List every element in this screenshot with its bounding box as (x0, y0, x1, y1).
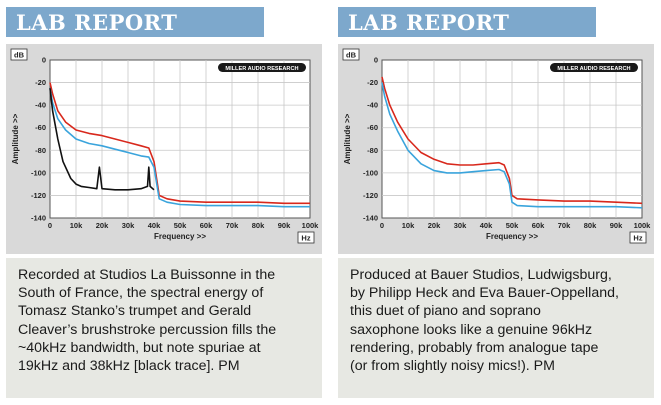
series-line (381, 82, 643, 209)
series-line (49, 82, 310, 205)
spectrum-chart-left: 0 10k 20k 30k 40k 50k 60k 70k 80k 90k 100k 0 -20 -40 -… (6, 44, 322, 254)
panel-header-text: LAB REPORT (348, 10, 510, 35)
x-tick-label: 10k (70, 221, 83, 230)
lab-report-panel-right: LAB REPORT 0 10k 20k 30k 40k 50k 60k 70k 80k 90k 1… (332, 0, 654, 405)
y-tick-label: -140 (31, 214, 46, 223)
series-line (49, 88, 155, 191)
y-tick-label: -100 (363, 168, 378, 177)
x-tick-label: 90k (610, 221, 623, 230)
y-tick-label: -20 (35, 78, 46, 87)
x-tick-label: 60k (200, 221, 213, 230)
y-tick-label: -60 (35, 123, 46, 132)
panel-header: LAB REPORT (338, 7, 596, 37)
y-tick-label: -80 (367, 146, 378, 155)
y-unit-label: dB (346, 51, 357, 60)
x-tick-label: 40k (480, 221, 493, 230)
caption-line: ~40kHz bandwidth, but note spuriae at (18, 339, 261, 356)
y-tick-label: -120 (31, 191, 46, 200)
caption-line: South of France, the spectral energy of (18, 285, 264, 302)
series-line (381, 76, 643, 205)
x-tick-label: 80k (252, 221, 265, 230)
caption-line: Produced at Bauer Studios, Ludwigsburg, (350, 267, 612, 283)
x-tick-label: 80k (584, 221, 597, 230)
y-tick-label: 0 (42, 56, 46, 65)
x-tick-label: 70k (226, 221, 239, 230)
x-tick-label: 60k (532, 221, 545, 230)
logo-badge (550, 63, 638, 72)
y-tick-label: -80 (35, 146, 46, 155)
x-tick-label: 0 (380, 221, 384, 230)
series-line (49, 88, 310, 208)
x-axis-label: Frequency >> (154, 232, 206, 241)
x-tick-label: 70k (558, 221, 571, 230)
caption-line: saxophone looks like a genuine 96kHz (350, 321, 593, 338)
x-tick-label: 50k (506, 221, 519, 230)
x-axis-label: Frequency >> (486, 232, 538, 241)
x-tick-label: 100k (634, 221, 652, 230)
y-axis-label: Amplitude >> (11, 113, 20, 164)
y-tick-label: -60 (367, 123, 378, 132)
caption-box: Produced at Bauer Studios, Ludwigsburg, … (338, 258, 654, 398)
y-tick-label: -40 (367, 101, 378, 110)
x-tick-label: 30k (454, 221, 467, 230)
y-unit-label: dB (14, 51, 25, 60)
caption-text: Recorded at Studios La Buissonne in the … (18, 266, 318, 375)
y-axis-label: Amplitude >> (343, 113, 352, 164)
logo-badge (218, 63, 306, 72)
y-tick-label: 0 (374, 56, 378, 65)
spectrum-chart-svg: 0 10k 20k 30k 40k 50k 60k 70k 80k 90k 100k 0 -20 -40 -… (10, 48, 320, 244)
caption-line: this duet of piano and soprano (350, 303, 541, 320)
x-unit-box (297, 231, 315, 244)
x-unit-label: Hz (633, 234, 642, 243)
panel-header: LAB REPORT (6, 7, 264, 37)
x-tick-label: 100k (302, 221, 320, 230)
logo-text: MILLER AUDIO RESEARCH (557, 66, 630, 72)
caption-line: rendering, probably from analogue tape (350, 339, 599, 356)
caption-box: Recorded at Studios La Buissonne in the … (6, 258, 322, 398)
caption-line: Tomasz Stanko’s trumpet and Gerald (18, 303, 252, 320)
lab-report-panel-left: LAB REPORT 0 10k 20k 30k 40k 50k 60k 70k 80k 90k 1… (0, 0, 322, 405)
spectrum-chart-right: 0 10k 20k 30k 40k 50k 60k 70k 80k 90k 100k 0 -20 -40 -… (338, 44, 654, 254)
logo-text: MILLER AUDIO RESEARCH (225, 66, 298, 72)
x-tick-label: 90k (278, 221, 291, 230)
y-unit-box (342, 48, 360, 61)
y-tick-label: -20 (367, 78, 378, 87)
x-tick-label: 30k (122, 221, 135, 230)
caption-line: Cleaver’s brushstroke percussion fills t… (18, 321, 277, 338)
x-tick-label: 10k (402, 221, 415, 230)
y-tick-label: -100 (31, 168, 46, 177)
y-unit-box (10, 48, 28, 61)
caption-line: (or from slightly noisy mics!). PM (350, 358, 555, 375)
x-tick-label: 20k (428, 221, 441, 230)
x-unit-label: Hz (301, 234, 310, 243)
spectrum-chart-svg: 0 10k 20k 30k 40k 50k 60k 70k 80k 90k 100k 0 -20 -40 -… (342, 48, 652, 244)
y-tick-label: -40 (35, 101, 46, 110)
panel-header-text: LAB REPORT (16, 10, 178, 35)
caption-line: Recorded at Studios La Buissonne in the (18, 267, 276, 283)
caption-line: 19kHz and 38kHz [black trace]. PM (18, 358, 240, 375)
y-tick-label: -120 (363, 191, 378, 200)
x-tick-label: 0 (48, 221, 52, 230)
x-unit-box (629, 231, 647, 244)
caption-text: Produced at Bauer Studios, Ludwigsburg, … (350, 266, 650, 375)
y-tick-label: -140 (363, 214, 378, 223)
x-tick-label: 20k (96, 221, 109, 230)
caption-line: by Philipp Heck and Eva Bauer-Oppelland, (350, 285, 619, 302)
x-tick-label: 50k (174, 221, 187, 230)
x-tick-label: 40k (148, 221, 161, 230)
